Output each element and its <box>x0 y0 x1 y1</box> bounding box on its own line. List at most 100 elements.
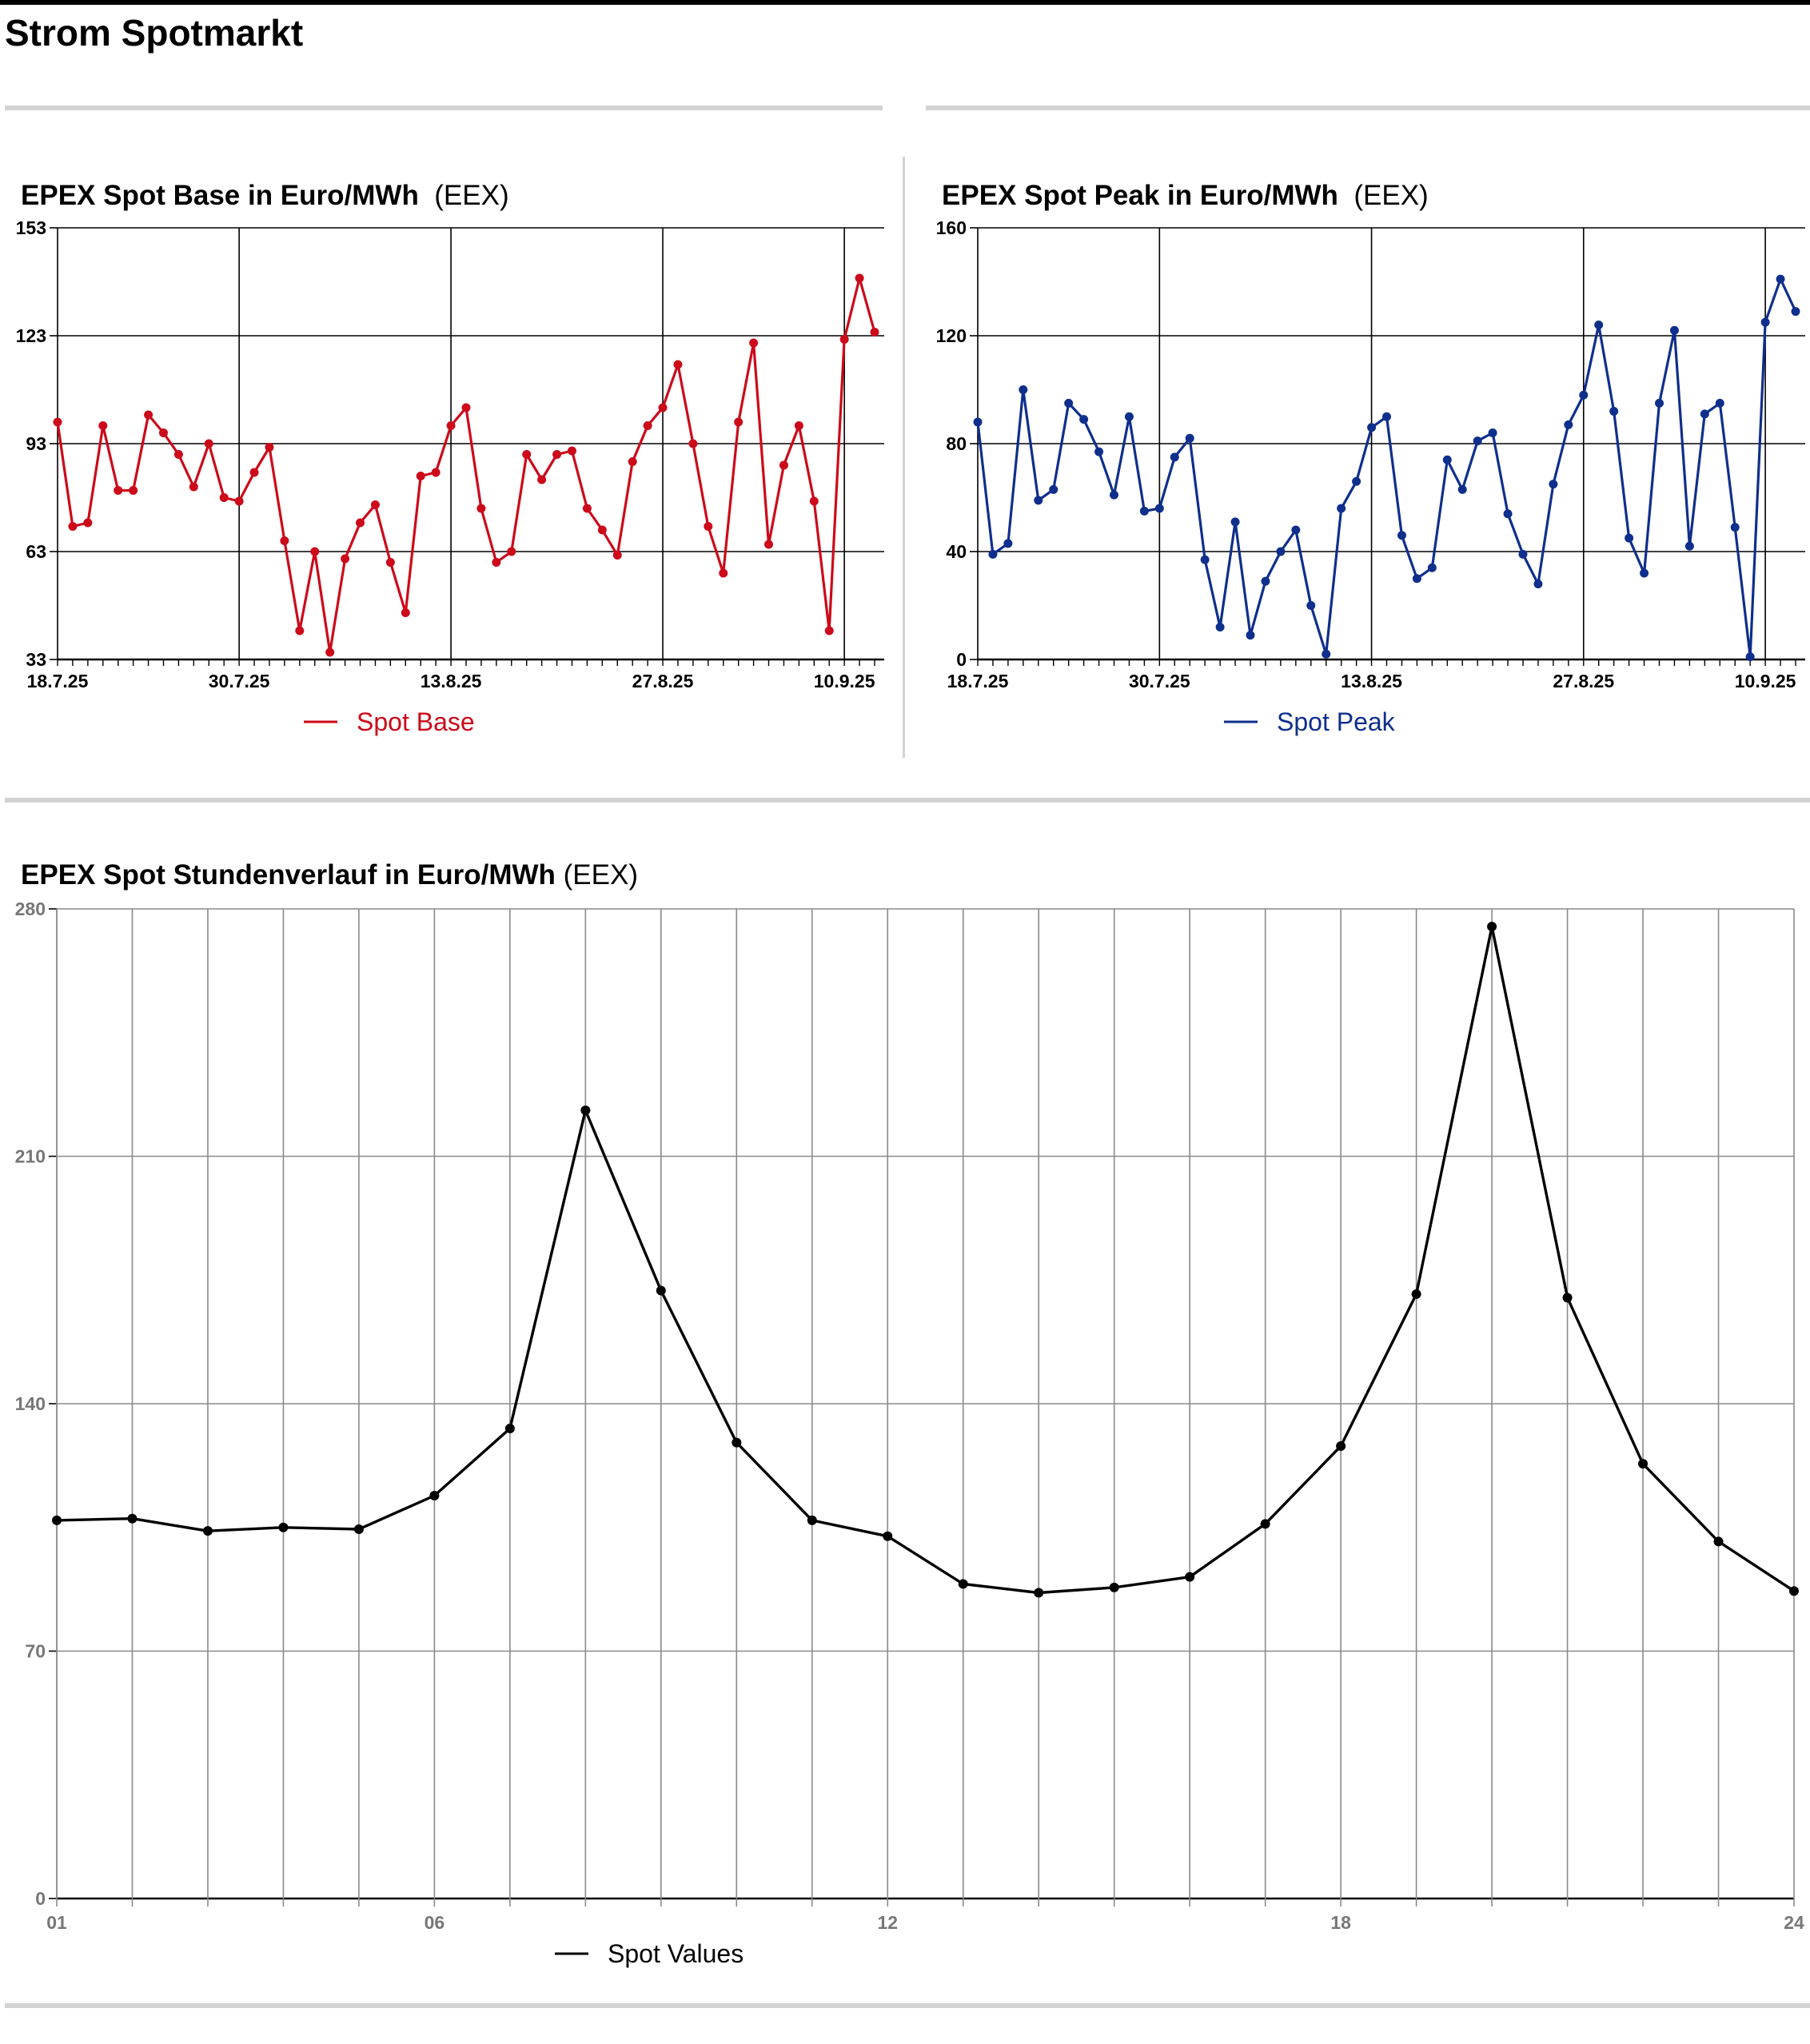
base-data-point <box>416 472 425 480</box>
base-data-point <box>431 468 441 477</box>
hourly-data-point <box>1185 1572 1195 1582</box>
peak-data-point <box>1382 412 1391 421</box>
hourly-data-point <box>52 1515 62 1525</box>
peak-data-point <box>1306 601 1316 610</box>
hourly-chart-title: EPEX Spot Stundenverlauf in Euro/MWh (EE… <box>21 859 638 891</box>
peak-legend-label: Spot Peak <box>1277 707 1396 736</box>
peak-data-point <box>1715 398 1724 408</box>
peak-chart-title-text: EPEX Spot Peak in Euro/MWh <box>942 180 1338 211</box>
peak-xtick-label: 10.9.25 <box>1735 671 1796 691</box>
base-chart-title: EPEX Spot Base in Euro/MWh (EEX) <box>21 180 509 212</box>
base-data-point <box>189 482 198 492</box>
section-rule-middle <box>5 798 1810 803</box>
base-data-point <box>719 568 728 578</box>
peak-data-point <box>1684 541 1694 551</box>
peak-data-point <box>1154 504 1164 513</box>
base-xtick-label: 27.8.25 <box>632 671 694 691</box>
base-ytick-label: 33 <box>26 649 46 670</box>
base-data-point <box>325 647 335 657</box>
hourly-xtick-label: 12 <box>877 1912 898 1933</box>
peak-data-point <box>1427 563 1437 572</box>
base-data-point <box>839 335 849 344</box>
peak-data-point <box>1139 506 1149 516</box>
base-data-point <box>673 360 683 369</box>
peak-data-point <box>1533 580 1543 588</box>
peak-data-point <box>1655 398 1664 408</box>
top-rule <box>0 0 1810 5</box>
peak-data-point <box>1549 480 1558 489</box>
peak-data-point <box>1322 649 1331 659</box>
peak-data-point <box>1594 321 1604 329</box>
hourly-data-point <box>504 1423 515 1433</box>
base-data-point <box>824 626 834 636</box>
peak-data-point <box>1215 623 1225 632</box>
hourly-chart-title-text: EPEX Spot Stundenverlauf in Euro/MWh <box>21 859 556 891</box>
base-data-point <box>552 450 562 459</box>
base-ytick-label: 93 <box>26 433 46 454</box>
hourly-data-point <box>883 1531 893 1541</box>
base-data-point <box>53 417 62 427</box>
peak-data-point <box>1064 398 1074 408</box>
hourly-xtick-label: 06 <box>425 1912 445 1933</box>
hourly-data-point <box>958 1579 968 1589</box>
hourly-data-point <box>1034 1588 1044 1598</box>
peak-data-point <box>1412 574 1421 584</box>
base-data-point <box>219 493 229 502</box>
base-data-point <box>734 417 744 427</box>
peak-data-point <box>1579 390 1589 400</box>
base-xtick-label: 30.7.25 <box>209 671 270 691</box>
base-data-point <box>749 338 759 348</box>
peak-chart-title: EPEX Spot Peak in Euro/MWh (EEX) <box>942 180 1429 212</box>
base-data-point <box>249 468 259 477</box>
base-ytick-label: 123 <box>16 325 46 346</box>
base-ytick-label: 153 <box>16 217 46 238</box>
base-data-point <box>567 446 576 456</box>
peak-xtick-label: 18.7.25 <box>947 671 1009 691</box>
base-series-line <box>56 277 876 654</box>
hourly-data-point <box>202 1526 213 1536</box>
base-data-point <box>582 504 592 513</box>
peak-data-point <box>1397 531 1406 540</box>
peak-data-point <box>1442 455 1452 464</box>
hourly-xtick-label: 01 <box>46 1912 67 1933</box>
peak-xtick-label: 13.8.25 <box>1341 671 1402 691</box>
peak-data-point <box>1337 504 1346 513</box>
hourly-data-point <box>1562 1293 1573 1303</box>
base-data-point <box>476 504 486 513</box>
peak-data-point <box>1124 412 1134 421</box>
base-data-point <box>764 540 774 549</box>
peak-data-point <box>1503 509 1513 519</box>
peak-data-point <box>1457 484 1467 494</box>
peak-data-point <box>1034 496 1043 505</box>
base-data-point <box>310 547 320 556</box>
charts-divider <box>903 157 905 758</box>
peak-data-point <box>1760 317 1770 327</box>
peak-data-point <box>1110 490 1118 500</box>
hourly-series-line <box>56 925 1795 1595</box>
base-data-point <box>385 558 395 567</box>
base-data-point <box>658 403 668 412</box>
base-data-point <box>794 421 803 430</box>
hourly-data-point <box>1109 1582 1119 1592</box>
hourly-data-point <box>1336 1441 1346 1452</box>
section-rule-left <box>5 106 883 110</box>
peak-data-point <box>1791 307 1800 317</box>
base-data-point <box>643 421 652 430</box>
base-data-point <box>597 525 607 535</box>
peak-data-point <box>1352 476 1361 486</box>
hourly-data-point <box>278 1522 289 1532</box>
base-ytick-label: 63 <box>26 541 46 562</box>
base-data-point <box>809 496 819 506</box>
hourly-data-point <box>807 1515 817 1525</box>
base-legend-label: Spot Base <box>357 707 475 736</box>
base-data-point <box>83 518 93 528</box>
base-data-point <box>855 273 864 283</box>
peak-data-point <box>1049 484 1058 494</box>
hourly-data-point <box>580 1106 591 1116</box>
peak-data-point <box>1079 415 1089 424</box>
hourly-data-point <box>1260 1519 1270 1529</box>
hourly-ytick-label: 140 <box>15 1393 46 1414</box>
base-data-point <box>341 554 350 564</box>
base-data-point <box>446 421 456 430</box>
hourly-ytick-label: 0 <box>35 1888 46 1909</box>
